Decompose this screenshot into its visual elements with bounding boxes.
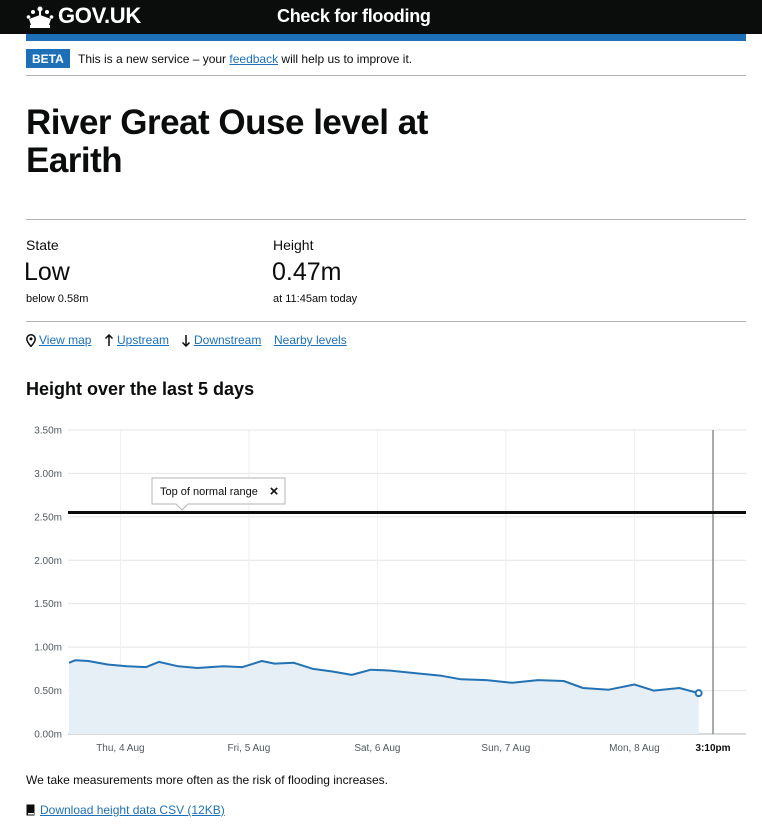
y-tick-label: 0.00m (34, 730, 62, 741)
divider (26, 321, 746, 322)
threshold-tooltip (151, 477, 286, 511)
y-tick-label: 0.50m (34, 686, 62, 697)
height-sub: at 11:45am today (273, 293, 358, 305)
upstream-link-wrap[interactable]: Upstream (104, 333, 169, 347)
y-tick-label: 2.50m (34, 512, 62, 523)
height-chart[interactable]: 3.50m 3.00m 2.50m 2.00m 1.50m 1.00m 0.50m 0.00m… (0, 420, 762, 760)
state-label: State (26, 237, 59, 253)
service-name[interactable]: Check for flooding (277, 6, 431, 26)
x-tick-label: Fri, 5 Aug (227, 743, 270, 754)
arrow-up-icon (104, 333, 114, 346)
page-title: River Great Ouse level at Earith (26, 103, 428, 180)
phase-banner-text: This is a new service – your feedback wi… (78, 52, 413, 66)
divider (26, 75, 746, 76)
download-row[interactable]: Download height data CSV (12KB) (26, 802, 225, 818)
file-icon (26, 804, 35, 816)
threshold-label: Top of normal range (160, 486, 258, 498)
nearby-levels-link[interactable]: Nearby levels (274, 333, 347, 347)
chart-heading: Height over the last 5 days (26, 379, 255, 399)
nearby-levels-link-wrap[interactable]: Nearby levels (274, 333, 347, 347)
y-tick-label: 1.00m (34, 643, 62, 654)
series-line (68, 659, 699, 695)
gov-uk-logo[interactable]: GOV.UK (58, 3, 141, 28)
view-map-link-wrap[interactable]: View map (26, 333, 92, 348)
y-tick-label: 2.00m (34, 556, 62, 567)
beta-tag: BETA (26, 49, 70, 68)
y-tick-label: 3.50m (34, 426, 62, 437)
downstream-link[interactable]: Downstream (194, 333, 262, 347)
arrow-down-icon (181, 335, 191, 348)
x-tick-label: Mon, 8 Aug (609, 743, 660, 754)
height-value: 0.47m (272, 258, 342, 286)
phase-banner: BETA This is a new service – your feedba… (26, 49, 746, 69)
downstream-link-wrap[interactable]: Downstream (181, 333, 262, 348)
x-tick-label: Sun, 7 Aug (481, 743, 530, 754)
measurement-note: We take measurements more often as the r… (26, 773, 388, 787)
x-tick-label: Sat, 6 Aug (354, 743, 400, 754)
upstream-link[interactable]: Upstream (117, 333, 170, 347)
state-sub: below 0.58m (26, 293, 89, 305)
y-tick-label: 3.00m (34, 469, 62, 480)
latest-reading-marker[interactable] (694, 689, 703, 698)
header-underline (26, 34, 746, 41)
close-icon[interactable]: × (270, 483, 279, 500)
now-label: 3:10pm (695, 743, 730, 754)
site-header: GOV.UK Check for flooding (0, 0, 762, 34)
divider (26, 219, 746, 220)
y-tick-label: 1.50m (34, 599, 62, 610)
height-label: Height (273, 237, 314, 253)
view-map-link[interactable]: View map (39, 333, 92, 347)
x-tick-label: Thu, 4 Aug (96, 743, 144, 754)
series-area (69, 660, 699, 734)
feedback-link[interactable]: feedback (229, 52, 279, 66)
map-pin-icon (26, 334, 36, 348)
state-value: Low (24, 258, 70, 286)
download-csv-link[interactable]: Download height data CSV (12KB) (40, 803, 225, 817)
crown-icon (26, 6, 54, 28)
